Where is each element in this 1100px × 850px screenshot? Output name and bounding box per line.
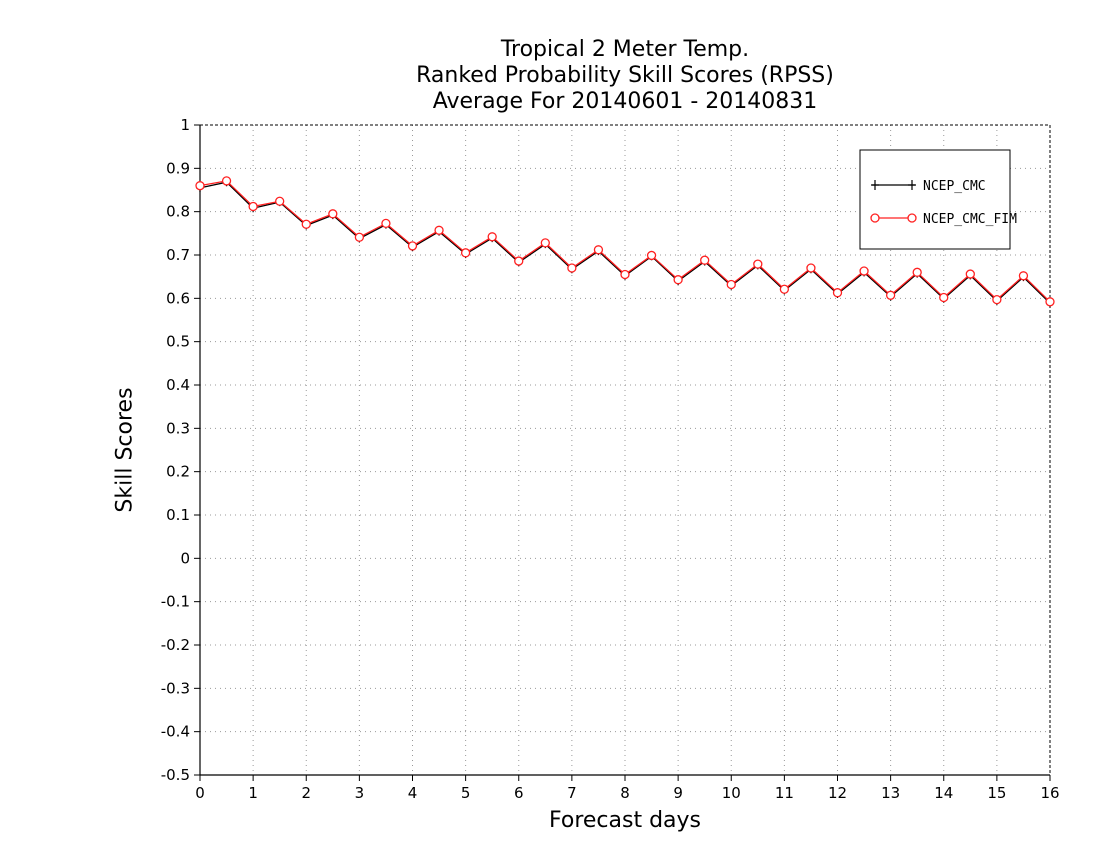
x-tick-label: 4 bbox=[408, 784, 418, 802]
data-point bbox=[195, 181, 205, 191]
x-tick-label: 12 bbox=[828, 784, 847, 802]
y-tick-label: 1 bbox=[180, 116, 190, 134]
y-tick-label: -0.5 bbox=[161, 766, 190, 784]
data-point bbox=[460, 248, 471, 258]
x-tick-label: 15 bbox=[987, 784, 1006, 802]
legend-marker bbox=[870, 213, 880, 223]
data-point bbox=[753, 259, 763, 269]
data-point bbox=[1018, 271, 1029, 281]
y-tick-label: 0.7 bbox=[166, 246, 190, 264]
x-tick-label: 10 bbox=[722, 784, 741, 802]
data-point bbox=[832, 288, 843, 298]
legend-box bbox=[859, 149, 1011, 250]
data-point bbox=[221, 176, 232, 186]
data-point bbox=[567, 263, 577, 273]
chart-title-line-3: Average For 20140601 - 20140831 bbox=[432, 89, 818, 114]
x-tick-label: 13 bbox=[881, 784, 900, 802]
data-point bbox=[540, 238, 550, 248]
x-tick-label: 16 bbox=[1040, 784, 1059, 802]
series-layer bbox=[195, 176, 1055, 308]
data-point bbox=[354, 232, 365, 242]
x-axis-label: Forecast days bbox=[548, 808, 702, 833]
x-tick-label: 2 bbox=[301, 784, 311, 802]
data-point bbox=[275, 196, 285, 206]
data-point bbox=[593, 245, 604, 255]
y-tick-label: -0.1 bbox=[161, 593, 190, 611]
chart-title-line-2: Ranked Probability Skill Scores (RPSS) bbox=[416, 63, 834, 88]
y-tick-label: 0.6 bbox=[166, 289, 190, 307]
y-tick-label: -0.4 bbox=[161, 723, 190, 741]
data-point bbox=[700, 255, 710, 265]
data-point bbox=[673, 275, 683, 285]
y-tick-label: 0.4 bbox=[166, 376, 190, 394]
legend-label: NCEP_CMC bbox=[923, 179, 986, 194]
legend-marker bbox=[908, 180, 916, 190]
y-tick-label: 0.3 bbox=[166, 419, 190, 437]
x-tick-label: 11 bbox=[775, 784, 794, 802]
data-point bbox=[434, 225, 444, 235]
data-point bbox=[939, 292, 949, 303]
y-tick-label: 0.5 bbox=[166, 333, 190, 351]
legend-marker bbox=[871, 180, 879, 190]
legend-label: NCEP_CMC_FIM bbox=[923, 212, 1017, 227]
y-tick-label: 0.9 bbox=[166, 159, 190, 177]
data-point bbox=[726, 279, 736, 290]
data-point bbox=[514, 256, 524, 266]
data-point bbox=[248, 201, 258, 212]
y-tick-label: 0.1 bbox=[166, 506, 190, 524]
x-tick-label: 7 bbox=[567, 784, 577, 802]
data-point bbox=[301, 219, 311, 229]
x-tick-label: 6 bbox=[514, 784, 524, 802]
data-point bbox=[965, 269, 975, 279]
data-point bbox=[1045, 297, 1055, 307]
data-point bbox=[859, 266, 869, 276]
y-tick-label: 0.2 bbox=[166, 463, 190, 481]
y-tick-label: 0.8 bbox=[166, 203, 190, 221]
data-point bbox=[328, 209, 338, 219]
y-tick-label: -0.2 bbox=[161, 636, 190, 654]
x-tick-label: 0 bbox=[195, 784, 205, 802]
chart-title-line-1: Tropical 2 Meter Temp. bbox=[500, 37, 750, 62]
x-tick-label: 8 bbox=[620, 784, 630, 802]
legend-marker bbox=[907, 213, 917, 223]
legend: NCEP_CMC NCEP_CMC_FIM bbox=[859, 149, 1017, 250]
data-point bbox=[885, 290, 896, 300]
y-tick-label: -0.3 bbox=[161, 679, 190, 697]
data-point bbox=[620, 269, 630, 280]
grid-lines bbox=[200, 125, 1050, 775]
axes: 1 0.9 0.8 0.7 0.6 0.5 0.4 0.3 0.2 0.1 0 -0.1 -0.2 -0.… bbox=[161, 116, 1060, 802]
y-tick-label: 0 bbox=[180, 549, 190, 567]
x-tick-label: 14 bbox=[934, 784, 953, 802]
data-point bbox=[806, 263, 816, 273]
data-point bbox=[407, 241, 418, 251]
data-point bbox=[779, 284, 790, 294]
x-tick-label: 1 bbox=[248, 784, 258, 802]
data-point bbox=[912, 267, 922, 277]
x-tick-label: 9 bbox=[673, 784, 683, 802]
data-point bbox=[646, 250, 657, 261]
x-tick-label: 3 bbox=[355, 784, 365, 802]
x-tick-label: 5 bbox=[461, 784, 471, 802]
data-point bbox=[487, 232, 497, 242]
data-point bbox=[381, 218, 391, 229]
data-point bbox=[992, 294, 1002, 305]
